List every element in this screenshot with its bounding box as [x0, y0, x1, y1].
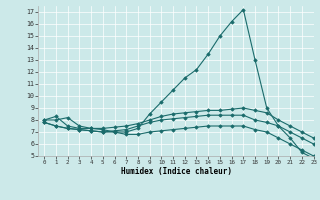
X-axis label: Humidex (Indice chaleur): Humidex (Indice chaleur) — [121, 167, 231, 176]
